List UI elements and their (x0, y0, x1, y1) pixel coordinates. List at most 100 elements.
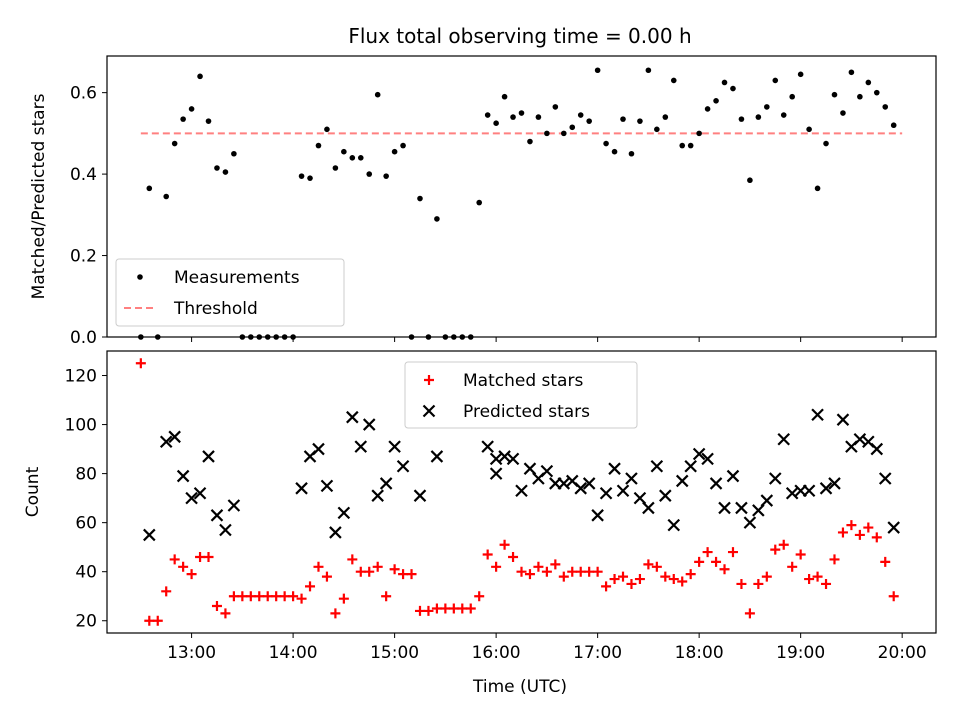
data-point (222, 169, 229, 175)
data-point (423, 605, 434, 616)
data-point (626, 578, 637, 589)
data-point (645, 67, 652, 74)
data-point (312, 442, 325, 456)
data-point (667, 518, 681, 532)
data-point (372, 561, 383, 572)
data-point (727, 547, 738, 558)
data-point (296, 593, 307, 604)
data-point (499, 539, 510, 550)
y-axis-label: Count (23, 466, 43, 517)
data-point (618, 571, 629, 582)
data-point (692, 447, 706, 461)
data-point (726, 469, 740, 483)
data-point (329, 526, 342, 539)
data-point (880, 556, 891, 567)
data-point (355, 566, 366, 577)
data-point (176, 469, 190, 483)
data-point (713, 97, 719, 104)
data-point (718, 501, 731, 515)
legend: Matched stars Predicted stars (404, 361, 638, 429)
data-point (567, 566, 578, 577)
data-point (400, 142, 406, 149)
data-point (558, 571, 569, 582)
data-point (195, 551, 206, 562)
data-point (271, 591, 282, 602)
data-point (205, 118, 212, 124)
data-point (870, 442, 884, 456)
data-point (760, 494, 774, 507)
y-tick-label: 20 (75, 612, 97, 632)
data-point (374, 91, 381, 98)
data-point (719, 564, 730, 575)
data-point (677, 576, 688, 587)
data-point (510, 114, 516, 120)
data-point (137, 274, 143, 280)
data-point (574, 482, 587, 495)
data-point (787, 561, 798, 572)
data-point (413, 489, 427, 502)
legend-label: Measurements (174, 268, 300, 288)
data-point (701, 452, 714, 466)
x-tick-label: 13:00 (167, 643, 216, 663)
data-point (747, 177, 753, 184)
data-point (186, 569, 197, 580)
data-point (349, 155, 356, 161)
data-point (185, 491, 198, 505)
data-point (163, 193, 170, 200)
data-point (237, 591, 248, 602)
data-point (398, 569, 409, 580)
data-point (379, 477, 393, 490)
data-point (491, 561, 502, 572)
data-point (795, 549, 806, 560)
y-tick-label: 0.4 (70, 165, 97, 185)
data-point (777, 433, 791, 446)
data-point (231, 150, 237, 157)
data-point (668, 574, 679, 585)
data-point (434, 216, 440, 222)
data-point (220, 608, 231, 619)
y-tick-label: 80 (75, 465, 97, 485)
data-point (846, 520, 857, 531)
data-point (197, 73, 203, 80)
data-point (188, 106, 195, 112)
data-point (696, 130, 702, 137)
legend-label: Predicted stars (463, 402, 590, 422)
data-point (357, 155, 364, 161)
data-point (643, 559, 654, 570)
data-point (476, 199, 483, 206)
data-point (424, 375, 434, 385)
data-point (560, 130, 567, 137)
data-point (493, 120, 499, 126)
data-point (535, 114, 542, 120)
data-point (768, 472, 782, 485)
data-point (594, 67, 601, 74)
data-point (422, 404, 436, 418)
ratio-panel: 0.0 0.2 0.4 0.6 Matched/Predicted stars Measu… (29, 55, 937, 348)
data-point (484, 112, 491, 118)
data-point (670, 77, 677, 84)
data-point (498, 450, 511, 463)
data-point (577, 112, 584, 118)
data-point (414, 605, 425, 616)
data-point (828, 477, 841, 490)
data-point (575, 566, 586, 577)
data-point (474, 591, 485, 602)
data-point (836, 413, 850, 426)
data-point (764, 104, 770, 110)
legend-label: Matched stars (463, 371, 583, 391)
data-point (347, 554, 358, 565)
data-point (814, 185, 821, 192)
data-point (219, 523, 232, 537)
data-point (227, 499, 241, 512)
data-point (338, 593, 349, 604)
data-point (772, 77, 779, 84)
data-point (662, 114, 669, 120)
data-point (440, 603, 451, 614)
data-point (307, 175, 313, 181)
data-point (320, 479, 334, 493)
data-point (819, 482, 833, 495)
data-point (518, 110, 525, 116)
data-point (709, 477, 723, 490)
data-point (210, 509, 224, 522)
data-point (279, 591, 290, 602)
